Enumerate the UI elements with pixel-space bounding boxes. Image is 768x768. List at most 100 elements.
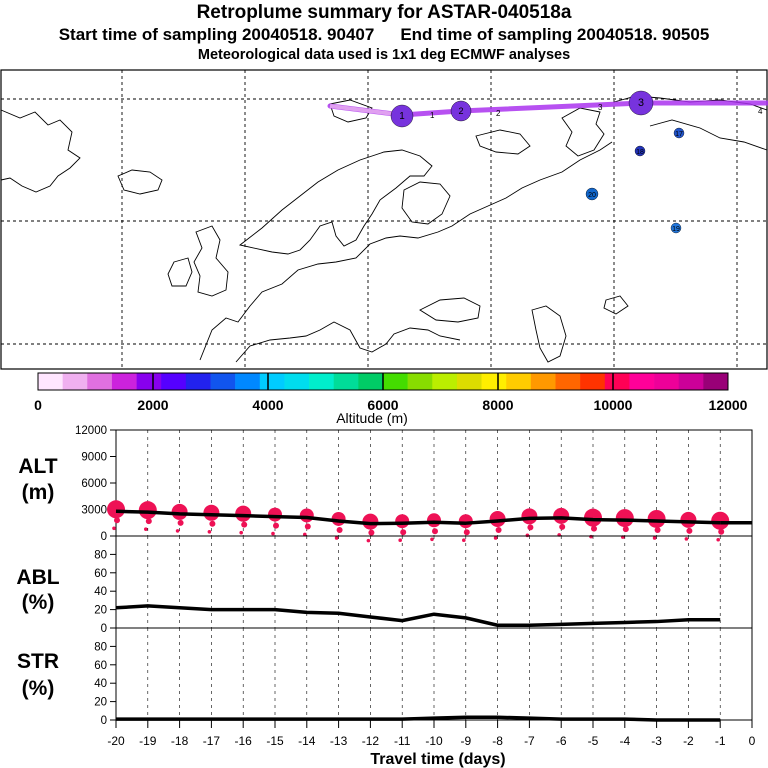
colorbar-swatch — [161, 373, 187, 390]
colorbar-tick-label: 6000 — [367, 397, 398, 413]
panel-label: (%) — [22, 677, 55, 700]
abl-panel: 0 20 40 60 80 ABL(%) — [16, 535, 753, 635]
sampling-times: Start time of sampling 20040518. 90407 En… — [0, 25, 768, 45]
data-marker-small — [177, 519, 184, 526]
y-tick-label: 80 — [94, 641, 107, 653]
cluster-marker: 3 — [628, 90, 654, 116]
colorbar-swatch — [678, 373, 704, 390]
data-marker-small — [368, 529, 375, 536]
cluster-label: 19 — [672, 226, 680, 233]
x-tick-label: -16 — [235, 734, 253, 748]
data-marker-small — [334, 536, 339, 540]
data-marker-small — [718, 528, 725, 535]
colorbar-swatch — [456, 373, 482, 390]
cluster-label: 3 — [638, 97, 644, 109]
x-tick-label: -6 — [556, 734, 567, 748]
colorbar-swatch — [62, 373, 88, 390]
colorbar-swatch — [309, 373, 335, 390]
colorbar-swatch — [333, 373, 359, 390]
y-tick-label: 6000 — [81, 478, 107, 490]
y-tick-label: 40 — [94, 586, 107, 598]
finland-coast — [401, 181, 451, 225]
y-tick-label: 3000 — [81, 505, 107, 517]
x-tick-label: -15 — [266, 734, 284, 748]
colorbar-swatch — [654, 373, 680, 390]
colorbar-swatch — [432, 373, 458, 390]
iberia-italy-coast — [235, 321, 461, 363]
x-tick-label: -12 — [362, 734, 380, 748]
time-series-panels: 030006000900012000ALT(m)020406080ABL(%)0… — [16, 425, 755, 768]
x-tick-label: -17 — [203, 734, 221, 748]
data-marker — [615, 509, 634, 528]
chart-title: Retroplume summary for ASTAR-040518a — [196, 2, 572, 23]
data-marker-small — [684, 537, 689, 541]
data-marker — [235, 505, 252, 522]
colorbar-swatch — [185, 373, 211, 390]
black-sea-coast — [419, 297, 481, 323]
y-tick-label: 0 — [101, 623, 107, 635]
data-marker — [584, 508, 602, 527]
colorbar-swatch — [604, 373, 630, 390]
data-marker — [395, 514, 410, 529]
x-tick-label: -13 — [330, 734, 348, 748]
data-marker — [107, 500, 125, 519]
data-marker-small — [686, 527, 693, 534]
data-marker-small — [398, 538, 403, 542]
data-marker-small — [654, 526, 661, 533]
y-tick-label: 60 — [94, 568, 107, 580]
colorbar-swatch — [87, 373, 113, 390]
colorbar-tick-label: 8000 — [482, 397, 513, 413]
data-marker — [268, 507, 282, 522]
colorbar-swatch — [481, 373, 507, 390]
data-marker-small — [462, 538, 466, 542]
data-marker-small — [144, 527, 148, 531]
altitude-colorbar: 0 2000 4000 6000 8000 10000 12000 Altitude (m) — [34, 372, 748, 426]
data-marker — [138, 501, 157, 520]
cluster-marker: 1 — [390, 104, 414, 128]
str-series-line — [116, 715, 721, 722]
x-tick-label: -9 — [460, 734, 471, 748]
data-marker-small — [716, 537, 720, 542]
greenland-coast — [0, 109, 81, 193]
data-marker-small — [493, 536, 498, 540]
siberia-coast — [649, 119, 768, 151]
kola-coast — [475, 129, 531, 155]
colorbar-swatch — [506, 373, 532, 390]
data-marker — [553, 507, 570, 524]
x-tick-label: -14 — [298, 734, 316, 748]
data-marker-small — [145, 518, 152, 525]
colorbar-tick-label: 12000 — [709, 397, 748, 413]
data-marker-small — [432, 528, 438, 535]
x-tick-label: -10 — [425, 734, 443, 748]
cluster-dot — [670, 222, 682, 234]
data-marker-small — [209, 520, 216, 527]
cluster-label: 1 — [399, 111, 405, 122]
cluster-marker: 19 — [670, 222, 682, 234]
colorbar-swatch — [407, 373, 433, 390]
data-marker-small — [430, 537, 434, 542]
colorbar-swatch — [555, 373, 581, 390]
data-marker-small — [271, 531, 275, 536]
cluster-dot — [585, 187, 599, 201]
cluster-dot — [673, 127, 685, 139]
data-marker-small — [241, 521, 248, 528]
str-panel: 0 20 40 60 80 STR (%) — [17, 627, 753, 727]
map-coastlines — [0, 95, 768, 363]
data-marker-small — [559, 523, 566, 530]
data-marker-small — [336, 526, 343, 533]
x-axis: -20 -19 -18 -17 -16 -15 -14 -13 -12 -11 -10 -9 -8 -7-… — [107, 720, 756, 768]
british-isles-coast — [193, 225, 229, 297]
x-tick-label: -18 — [171, 734, 189, 748]
colorbar-tick-label: 10000 — [594, 397, 633, 413]
data-marker — [171, 503, 188, 520]
start-time: Start time of sampling 20040518. 90407 — [58, 25, 375, 44]
data-marker-small — [112, 526, 116, 531]
x-axis-label: Travel time (days) — [370, 751, 505, 768]
data-marker-small — [525, 533, 530, 538]
colorbar-swatch — [136, 373, 162, 390]
abl-series-line — [115, 604, 721, 627]
y-tick-label: 20 — [94, 697, 107, 709]
map-clusters: 1 2 3 17 18 19 20 — [390, 90, 685, 234]
data-marker — [521, 508, 538, 525]
caspian-coast — [531, 305, 567, 363]
